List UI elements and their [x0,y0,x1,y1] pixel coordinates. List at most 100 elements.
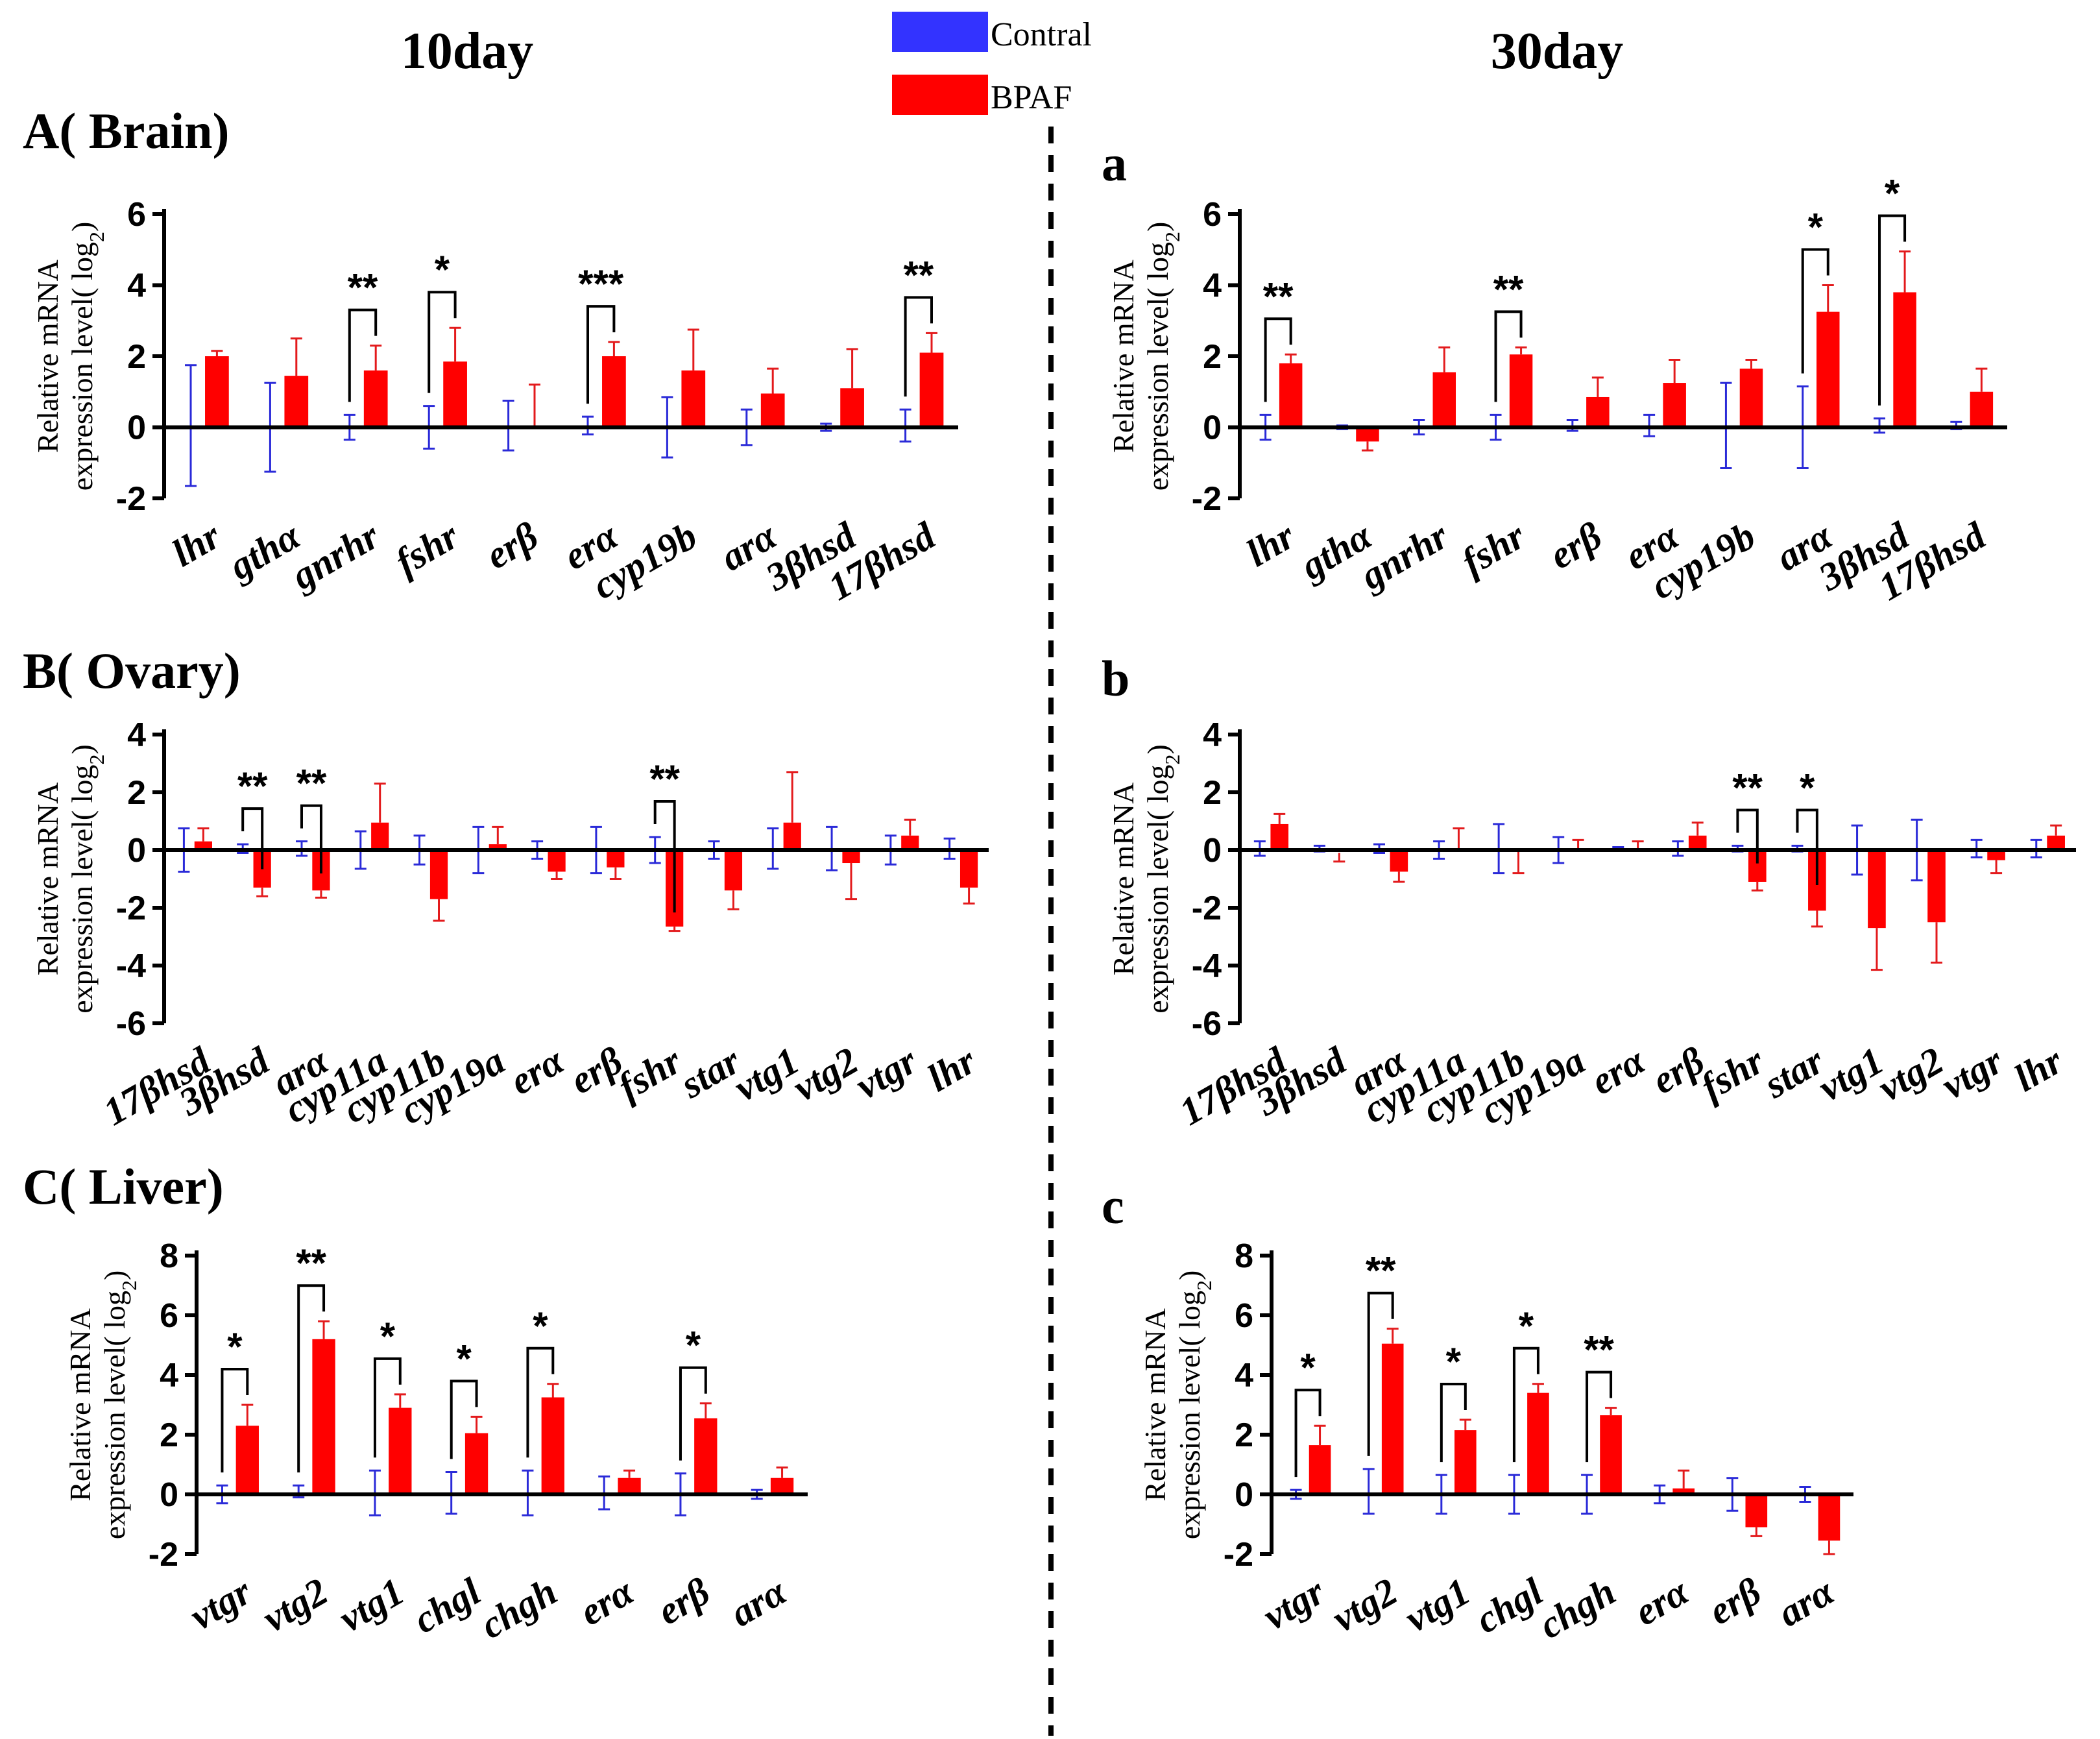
y-tick-label: 2 [127,774,146,812]
y-tick-label: 2 [1235,1417,1253,1454]
bar-bpaf-vtg1 [783,822,801,850]
significance-vtgr: * [221,1325,249,1473]
y-tick-label: 6 [1203,196,1222,234]
bar-bpaf-17betahsd [194,841,212,850]
x-tick-label-lhr: lhr [2007,1039,2070,1100]
significance-label: * [1885,171,1900,215]
bar-bpaf-cyp19a [489,844,507,850]
error-bar-bpaf-vtg2 [318,1320,330,1339]
bar-bpaf-chgh [541,1397,564,1494]
error-bar-bpaf-erbeta [609,867,622,880]
legend-label-control: Contral [991,16,1092,53]
bar-bpaf-cyp19b [681,370,706,428]
bar-bpaf-vtgr [1987,850,2005,860]
significance-vtgr: * [1294,1346,1322,1478]
error-bar-bpaf-3betahsd [1333,853,1346,863]
significance-aralpha: * [1801,206,1829,374]
y-tick-label: 6 [160,1297,178,1335]
bar-bpaf-eralpha [1663,383,1686,428]
x-tick-label-vtg1: vtg1 [332,1570,411,1640]
y-axis-label: Relative mRNAexpression level( log2) [1107,222,1184,491]
bar-bpaf-fshr [443,361,467,428]
bar-bpaf-17betahsd [919,352,944,428]
bar-bpaf-aralpha [1818,1494,1841,1541]
error-bar-bpaf-fshr [668,926,681,932]
significance-fshr: * [428,248,457,393]
y-tick-label: -6 [1192,1005,1222,1043]
x-tick-label-lhr: lhr [165,514,228,575]
panel-b: b Relative mRNAexpression level( log2)-6 -… [1102,650,2076,1134]
significance-label: * [227,1325,243,1368]
x-tick-label-chgh: chgh [1532,1570,1623,1647]
significance-17betahsd: ** [903,253,934,397]
x-tick-label-gnrhr: gnrhr [1352,514,1456,598]
bar-bpaf-cyp11a [371,822,389,850]
error-bar-bpaf-eralpha [551,871,563,880]
bar-bpaf-vtgr [901,835,919,850]
significance-chgh: * [526,1304,555,1458]
bar-bpaf-vtg2 [1381,1343,1404,1494]
significance-label: ** [1732,766,1763,809]
significance-chgl: * [450,1337,478,1459]
y-tick-label: 4 [127,716,146,754]
bar-bpaf-lhr [2047,835,2065,850]
bar-bpaf-gthalpha [1356,427,1379,442]
panel-title: C( Liver) [23,1158,224,1215]
significance-label: ** [1493,267,1524,311]
bar-bpaf-17betahsd [1970,391,1994,428]
bar-bpaf-cyp11b [429,850,448,899]
error-bar-bpaf-vtgr [1990,860,2003,875]
significance-eralpha: *** [578,262,624,404]
bar-bpaf-17betahsd [1270,823,1289,850]
x-tick-label-lhr: lhr [921,1039,984,1100]
error-bar-bpaf-erbeta [699,1402,712,1418]
error-bar-bpaf-eralpha [1669,358,1681,383]
bar-bpaf-chgh [1600,1415,1622,1494]
error-bar-bpaf-3betahsd [846,348,858,389]
significance-vtg1: * [1440,1340,1467,1463]
x-tick-label-aralpha: arα [723,1570,794,1635]
significance-chgh: ** [1584,1328,1615,1463]
error-bar-bpaf-erbeta [1750,1527,1763,1537]
y-axis-label: Relative mRNAexpression level( log2) [1139,1271,1216,1540]
x-tick-label-fshr: fshr [388,514,466,584]
panel-title: A( Brain) [23,103,229,159]
bar-bpaf-vtg1 [1454,1430,1477,1494]
bar-bpaf-aralpha [1390,850,1408,872]
y-tick-label: 4 [1203,716,1222,754]
bar-bpaf-aralpha [1816,311,1840,428]
y-tick-label: -2 [149,1536,178,1574]
error-bar-bpaf-aralpha [1822,284,1834,312]
column-title-left: 10day [401,23,534,80]
error-bar-bpaf-vtg2 [1386,1328,1399,1344]
x-tick-label-chgl: chgl [406,1570,488,1642]
legend-swatch-control [892,12,988,52]
bar-bpaf-chgl [1527,1392,1549,1494]
error-bar-bpaf-erbeta [528,383,540,428]
significance-lhr: ** [1263,274,1294,402]
significance-label: * [1300,1346,1316,1389]
significance-label: ** [1366,1249,1396,1293]
error-bar-bpaf-vtgr [241,1404,254,1426]
significance-label: ** [903,253,934,297]
panel-a: a Relative mRNAexpression level( log2)-2 0… [1102,135,2007,609]
x-tick-label-lhr: lhr [1239,514,1302,575]
legend-swatch-bpaf [892,75,988,115]
bar-bpaf-vtgr [1309,1445,1331,1494]
bar-bpaf-star [724,850,743,891]
bar-bpaf-aralpha [770,1478,794,1494]
significance-label: ** [237,764,268,808]
x-tick-label-erbeta: erβ [478,514,545,578]
error-bar-bpaf-aralpha [767,367,779,394]
y-tick-label: -4 [116,947,146,985]
error-bar-bpaf-vtgr [1314,1424,1326,1446]
x-tick-label-erbeta: erβ [1701,1570,1768,1633]
error-bar-bpaf-lhr [963,887,975,905]
error-bar-bpaf-vtgr [904,818,916,836]
error-bar-bpaf-vtg1 [1870,928,1883,971]
error-bar-bpaf-cyp11a [1453,827,1465,850]
bar-bpaf-gthalpha [284,376,309,428]
x-tick-label-vtg1: vtg1 [1397,1570,1477,1640]
bar-bpaf-erbeta [1745,1494,1768,1527]
significance-3betahsd: ** [237,764,268,870]
